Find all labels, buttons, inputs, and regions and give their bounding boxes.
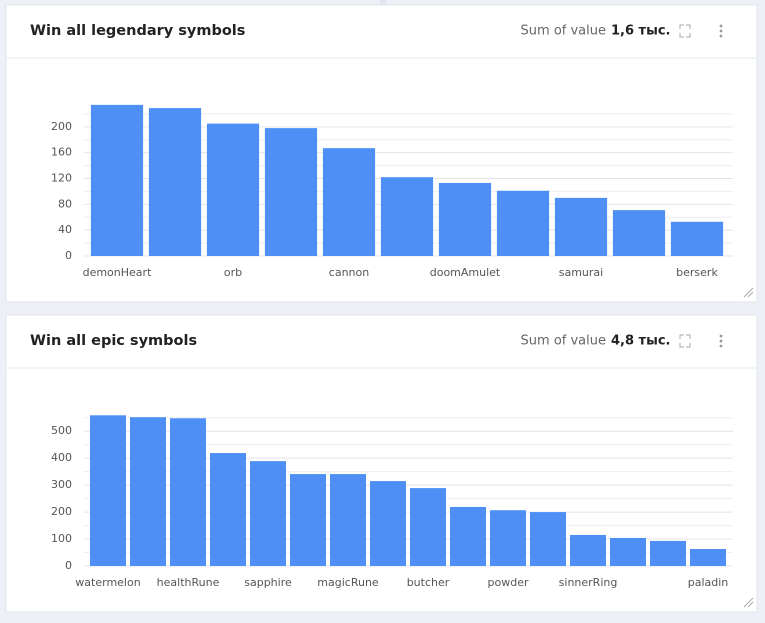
summary-value: 4,8 тыс.: [611, 334, 671, 349]
summary-value: 1,6 тыс.: [611, 24, 671, 39]
bar: [380, 177, 434, 256]
menu-icon[interactable]: [719, 334, 723, 348]
x-tick-label: watermelon: [75, 576, 140, 589]
bar: [450, 506, 486, 566]
menu-icon[interactable]: [719, 24, 723, 38]
y-tick-label: 200: [51, 120, 72, 133]
x-tick-label: berserk: [676, 266, 718, 279]
bar: [210, 453, 246, 566]
y-tick-label: 120: [51, 172, 72, 185]
bar: [170, 418, 206, 566]
x-tick-label: samurai: [559, 266, 603, 279]
bar: [130, 417, 166, 566]
bar: [330, 474, 366, 566]
bar: [554, 197, 608, 256]
bar: [670, 221, 724, 256]
y-tick-label: 160: [51, 146, 72, 159]
x-tick-label: cannon: [329, 266, 369, 279]
y-tick-label: 0: [65, 559, 72, 572]
bar: [490, 510, 526, 566]
panel-title: Win all epic symbols: [30, 333, 197, 349]
resize-handle[interactable]: [743, 287, 754, 298]
x-tick-label: powder: [488, 576, 529, 589]
bar: [148, 108, 202, 257]
resize-handle[interactable]: [743, 597, 754, 608]
x-tick-label: paladin: [688, 576, 729, 589]
expand-icon[interactable]: [679, 24, 691, 38]
bar: [90, 104, 144, 256]
x-tick-label: demonHeart: [83, 266, 152, 279]
bar: [530, 512, 566, 566]
x-tick-label: sapphire: [244, 576, 292, 589]
bar: [250, 461, 286, 566]
summary-label: Sum of value: [521, 334, 606, 349]
expand-icon[interactable]: [679, 334, 691, 348]
bar: [610, 537, 646, 566]
bar: [290, 474, 326, 566]
bar: [570, 535, 606, 566]
y-tick-label: 100: [51, 532, 72, 545]
bar: [370, 481, 406, 566]
bar: [322, 148, 376, 256]
y-tick-label: 200: [51, 505, 72, 518]
divider: [380, 0, 386, 5]
x-tick-label: doomAmulet: [430, 266, 501, 279]
y-tick-label: 0: [65, 249, 72, 262]
y-tick-label: 40: [58, 223, 72, 236]
summary-label: Sum of value: [521, 24, 606, 39]
y-tick-label: 300: [51, 478, 72, 491]
x-tick-label: sinnerRing: [559, 576, 618, 589]
y-tick-label: 500: [51, 424, 72, 437]
x-tick-label: orb: [224, 266, 242, 279]
bar: [410, 488, 446, 566]
x-tick-label: butcher: [407, 576, 450, 589]
x-tick-label: magicRune: [317, 576, 379, 589]
bar: [206, 123, 260, 257]
y-tick-label: 400: [51, 451, 72, 464]
bar: [690, 549, 726, 566]
bar: [650, 540, 686, 566]
y-tick-label: 80: [58, 197, 72, 210]
bar: [90, 415, 126, 566]
bar: [612, 210, 666, 256]
x-tick-label: healthRune: [157, 576, 220, 589]
bar: [264, 128, 318, 256]
bar: [496, 190, 550, 256]
bar: [438, 183, 492, 256]
panel-title: Win all legendary symbols: [30, 23, 245, 39]
